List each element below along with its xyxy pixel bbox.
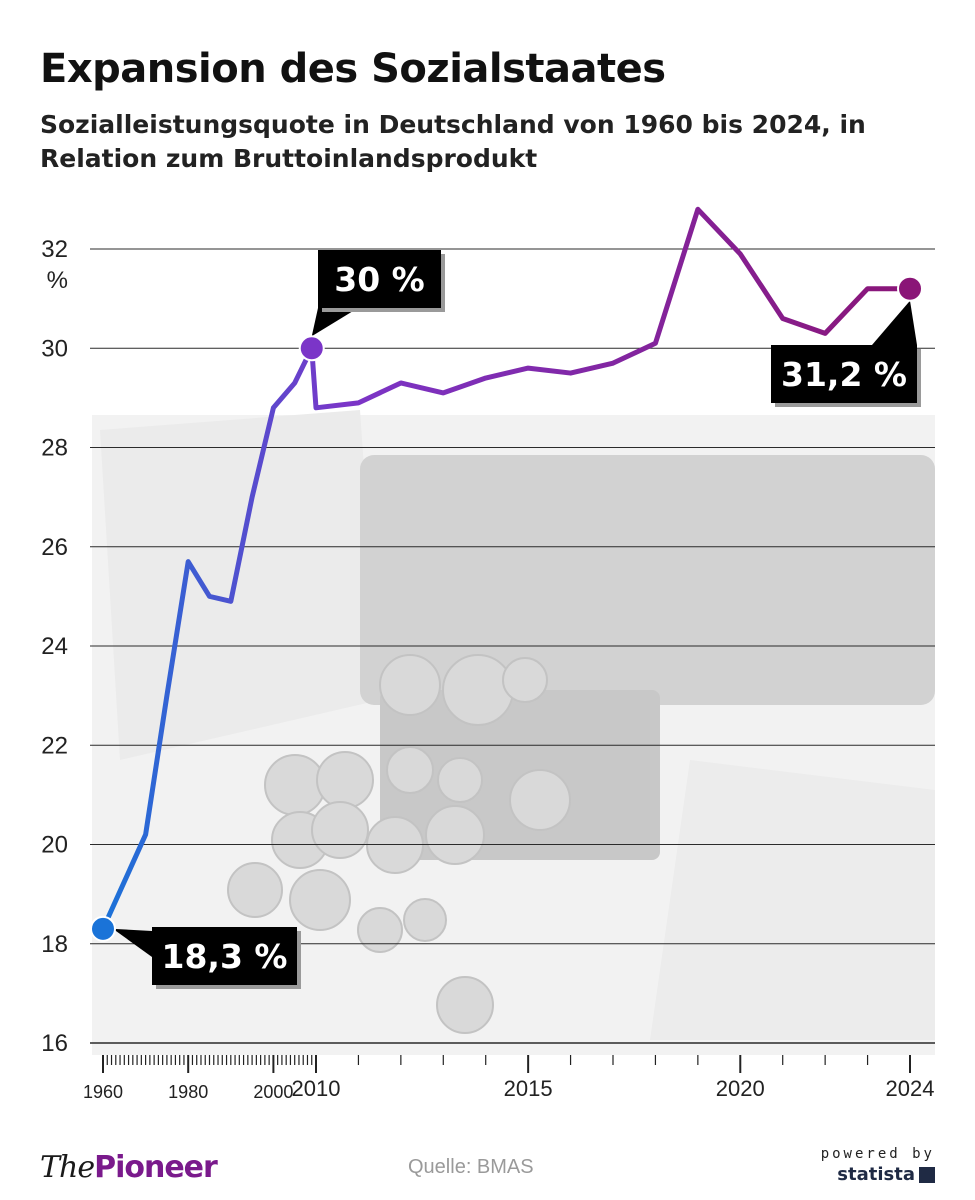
y-tick-label: 24 [41, 633, 68, 660]
coin [403, 898, 447, 942]
callout-pointer [872, 300, 917, 345]
callout-pointer [311, 308, 358, 337]
y-tick-label: 28 [41, 435, 68, 462]
x-tick-label: 2000 [253, 1082, 293, 1102]
x-tick-label: 1980 [168, 1082, 208, 1102]
data-point-marker [897, 275, 923, 302]
chart-title: Expansion des Sozialstaates [40, 46, 666, 92]
y-axis-unit: % [47, 267, 68, 294]
brand-the: The [40, 1150, 95, 1185]
y-tick-label: 18 [41, 931, 68, 958]
x-tick-label: 2015 [504, 1076, 553, 1101]
y-tick-label: 20 [41, 832, 68, 859]
data-series [100, 206, 913, 932]
y-tick-label: 32 [41, 236, 68, 263]
y-tick-label: 30 [41, 335, 68, 362]
brand-pioneer: Pioneer [94, 1150, 218, 1185]
callout-label: 30 % [334, 260, 424, 299]
series-line [100, 206, 913, 932]
source-note: Quelle: BMAS [408, 1156, 534, 1178]
statista-wordmark: statista [837, 1164, 915, 1185]
data-point-marker [298, 335, 325, 362]
coin [442, 654, 514, 726]
callout-box [318, 250, 441, 308]
x-tick-label: 2024 [886, 1076, 935, 1101]
coin [509, 769, 571, 831]
powered-by-text: powered by [820, 1146, 935, 1162]
coin [502, 657, 548, 703]
callout-box [771, 345, 917, 403]
x-tick-label: 2010 [292, 1076, 341, 1101]
x-tick-label: 1960 [83, 1082, 123, 1102]
coin [379, 654, 441, 716]
statista-badge: powered by statista [821, 1146, 935, 1185]
coin [436, 976, 494, 1034]
brand-logo: ThePioneer [40, 1150, 218, 1185]
chart-subtitle: Sozialleistungsquote in Deutschland von … [40, 110, 866, 173]
coin [425, 805, 485, 865]
y-axis: 16 18 20 22 24 26 28 30 32% [41, 236, 68, 1057]
wallet [360, 455, 935, 705]
statista-logo-icon [919, 1166, 935, 1183]
callout-label: 18,3 % [162, 937, 288, 976]
y-tick-label: 26 [41, 534, 68, 561]
coin [289, 869, 351, 931]
coin [437, 757, 483, 803]
data-point-marker [90, 915, 116, 942]
coin [357, 907, 403, 953]
y-tick-label: 22 [41, 732, 68, 759]
coin [227, 862, 283, 918]
callout-pointer [113, 928, 152, 957]
x-tick-label: 2020 [716, 1076, 765, 1101]
coin [386, 746, 434, 794]
chart-grid [90, 248, 935, 1044]
coin [316, 751, 374, 809]
callout-label: 31,2 % [781, 355, 907, 394]
y-tick-label: 16 [41, 1030, 68, 1057]
paper-sheet [650, 760, 935, 1040]
coin [311, 801, 369, 859]
callout-box [152, 927, 297, 985]
paper-sheet [100, 410, 380, 760]
coin [264, 754, 326, 816]
callouts: 18,3 % 30 % 31,2 % [90, 250, 923, 989]
